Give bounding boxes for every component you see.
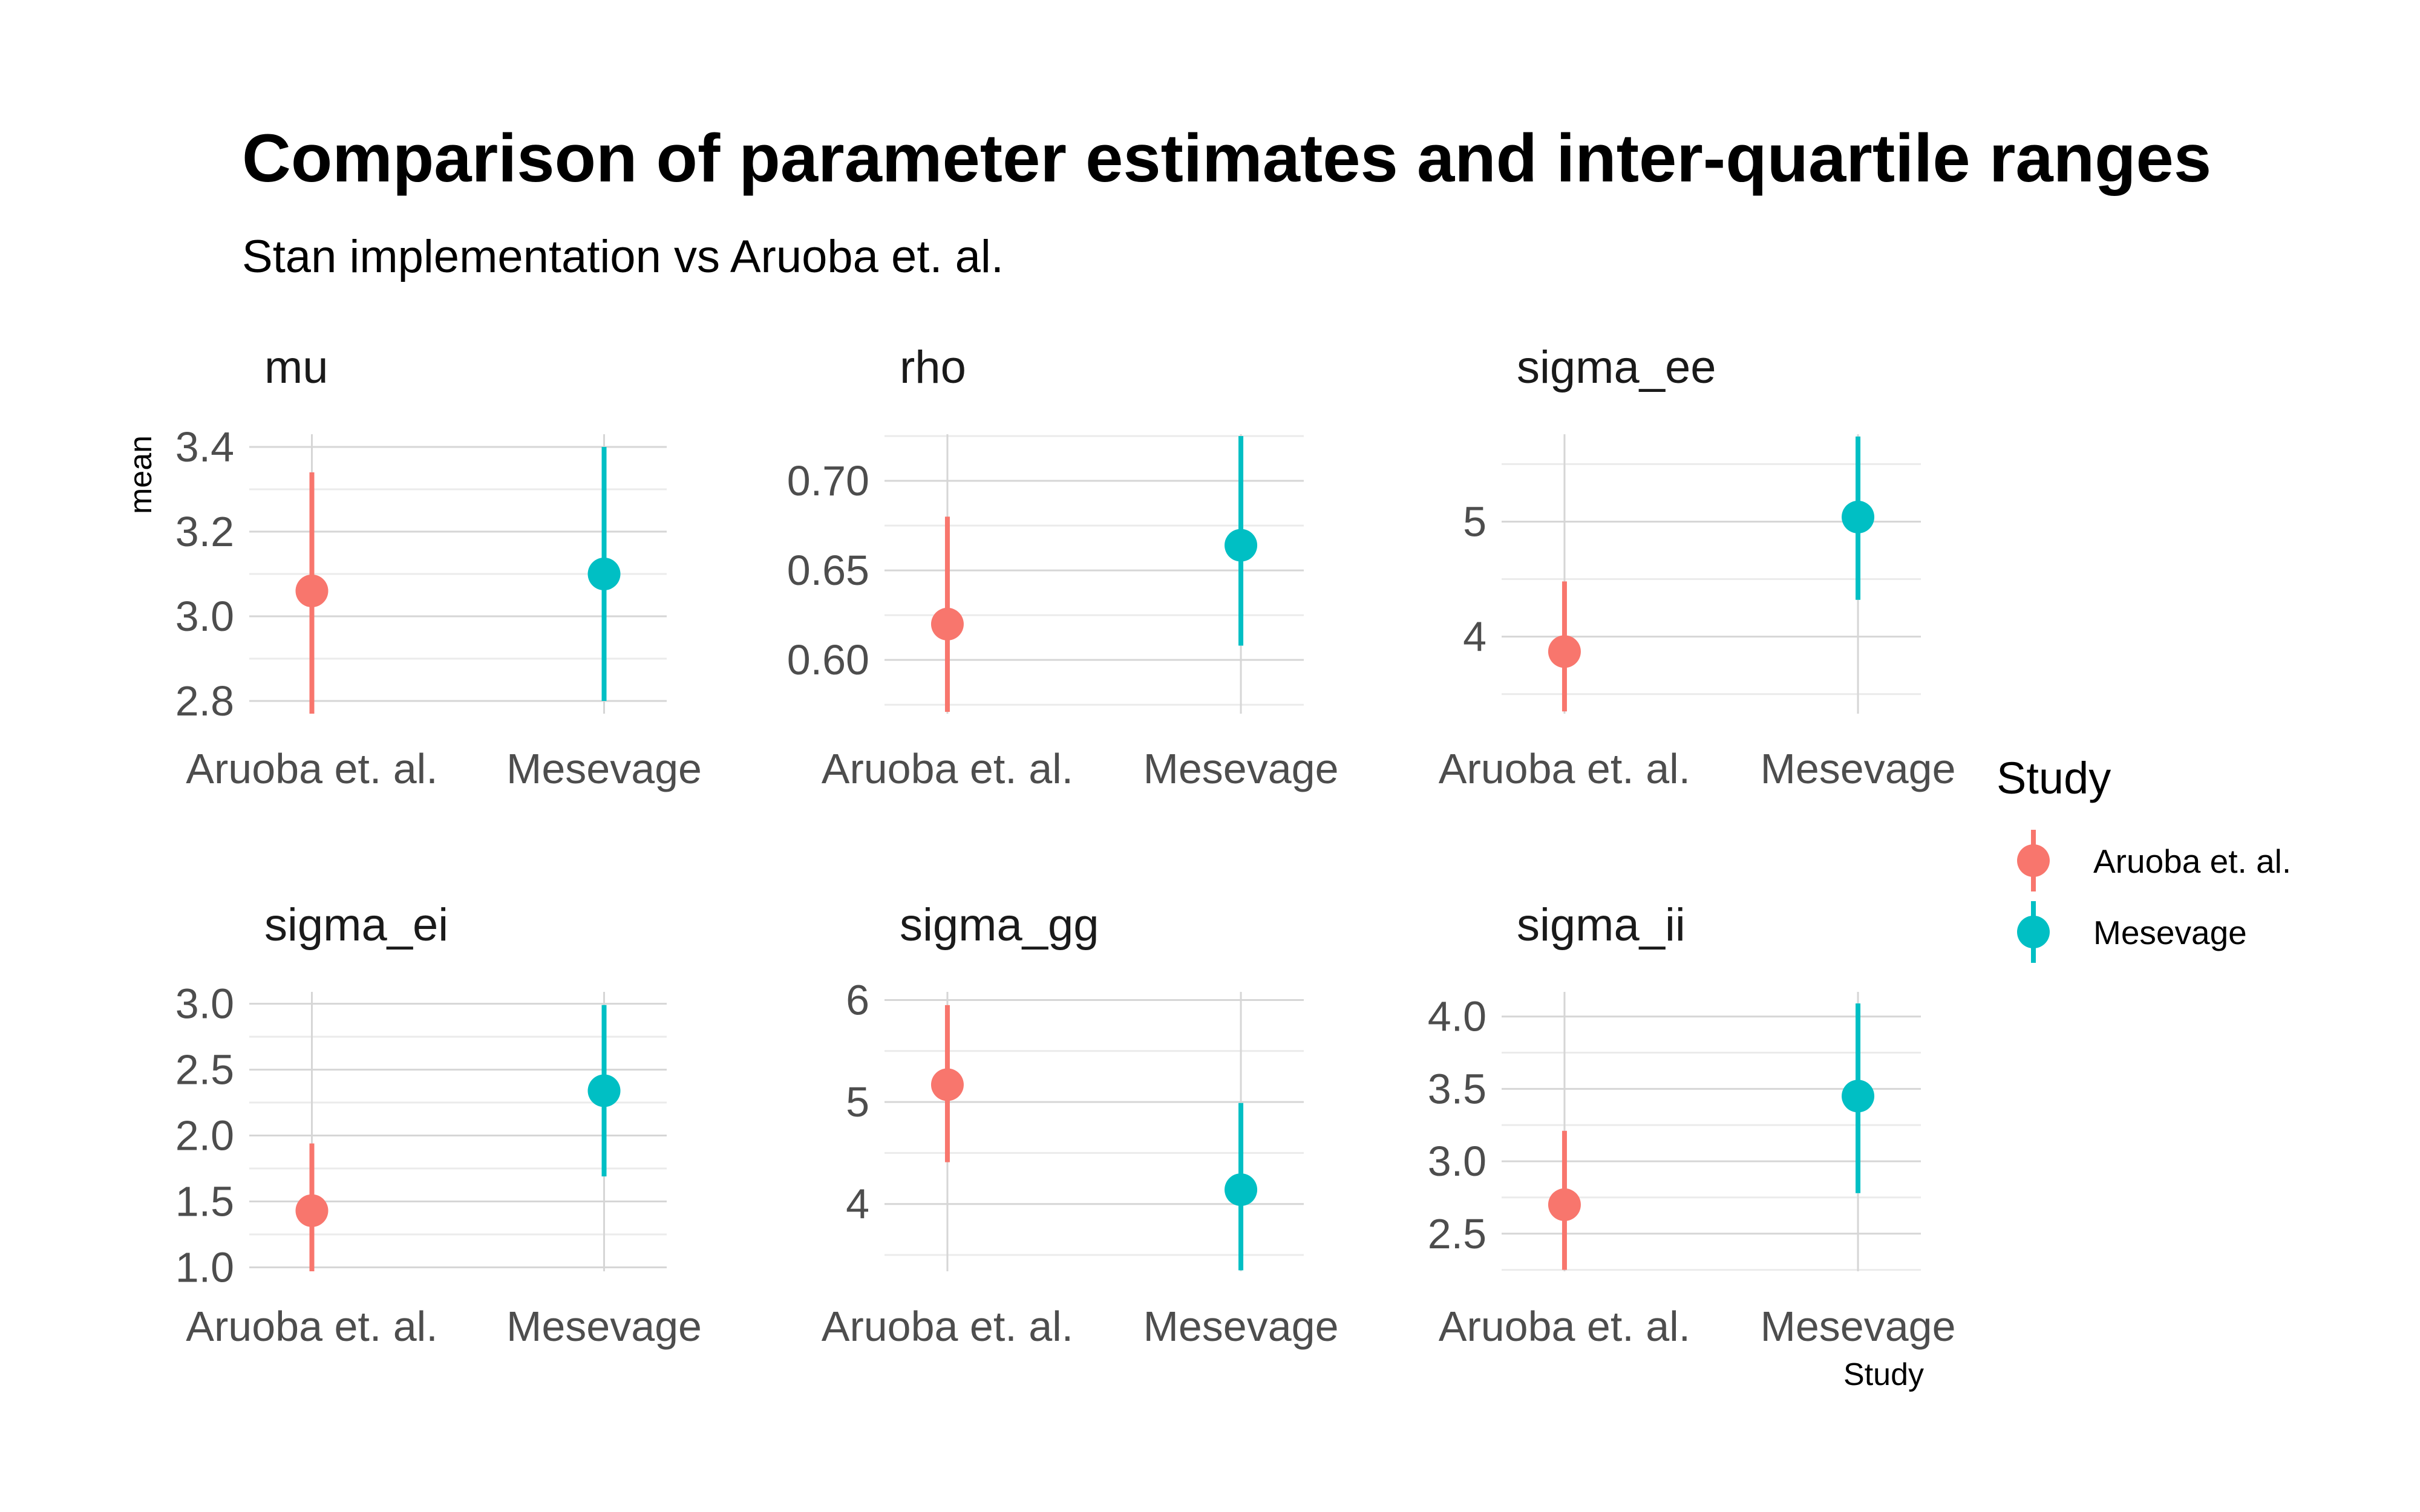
y-tick-label: 2.8 — [175, 677, 234, 725]
facet-title-mu: mu — [264, 342, 329, 393]
x-tick-label: Aruoba et. al. — [186, 1303, 437, 1350]
y-tick-label: 2.0 — [175, 1112, 234, 1159]
x-tick-label: Aruoba et. al. — [1439, 1303, 1690, 1350]
y-tick-label: 1.0 — [175, 1243, 234, 1291]
x-tick-label: Mesevage — [1761, 1303, 1956, 1350]
mean-point-rho-mesevage — [1225, 529, 1258, 562]
mean-point-sigma_ei-aruoba — [295, 1194, 329, 1227]
y-tick-label: 3.2 — [175, 508, 234, 555]
legend-key-mesevage — [2017, 901, 2050, 963]
y-tick-label: 3.5 — [1428, 1065, 1486, 1112]
x-tick-label: Aruoba et. al. — [1439, 745, 1690, 792]
legend-label-aruoba: Aruoba et. al. — [2093, 842, 2291, 880]
y-tick-label: 0.65 — [787, 547, 869, 594]
x-tick-label: Aruoba et. al. — [822, 745, 1073, 792]
facet-panel-sigma_gg: sigma_gg 4 5 6 Aruoba et. al. Mesevage — [822, 899, 1339, 1350]
x-tick-label: Mesevage — [506, 745, 702, 792]
x-tick-label: Mesevage — [1761, 745, 1956, 792]
x-tick-label: Mesevage — [506, 1303, 702, 1350]
mean-point-sigma_ee-mesevage — [1842, 500, 1875, 533]
x-tick-label: Mesevage — [1143, 745, 1339, 792]
facet-title-sigma_ee: sigma_ee — [1517, 342, 1716, 393]
mean-point-sigma_ee-aruoba — [1548, 635, 1581, 668]
mean-point-sigma_gg-aruoba — [930, 1068, 964, 1101]
chart-title: Comparison of parameter estimates and in… — [242, 120, 2211, 196]
facet-panel-sigma_ee: sigma_ee 4 5 Aruoba et. al. Mesevage — [1439, 342, 1956, 792]
mean-point-sigma_gg-mesevage — [1225, 1173, 1258, 1207]
legend-label-mesevage: Mesevage — [2093, 914, 2247, 951]
facet-panel-mu: mu 2.8 3.0 3.2 3.4 Aruoba et. al. Mesevage — [175, 342, 702, 792]
y-tick-label: 4 — [846, 1181, 869, 1228]
facet-title-sigma_ei: sigma_ei — [264, 899, 448, 951]
facet-title-rho: rho — [900, 342, 966, 393]
x-axis-title: Study — [1843, 1357, 1924, 1392]
facet-panel-sigma_ii: sigma_ii 2.5 3.0 3.5 4.0 Aruoba et. al. Meseva… — [1428, 899, 1956, 1350]
y-tick-label: 5 — [846, 1078, 869, 1126]
facet-title-sigma_ii: sigma_ii — [1517, 899, 1686, 951]
facet-panels: mu 2.8 3.0 3.2 3.4 Aruoba et. al. Mesevage rho 0… — [175, 342, 1956, 1350]
mean-point-mu-mesevage — [587, 558, 621, 590]
y-tick-label: 1.5 — [175, 1178, 234, 1225]
facet-panel-rho: rho 0.60 0.65 0.70 Aruoba et. al. Mesevage — [787, 342, 1339, 792]
mean-point-mu-aruoba — [295, 575, 329, 607]
x-tick-label: Aruoba et. al. — [186, 745, 437, 792]
y-tick-label: 5 — [1463, 498, 1486, 545]
y-tick-label: 3.0 — [175, 980, 234, 1028]
y-tick-label: 0.70 — [787, 457, 869, 504]
y-tick-label: 2.5 — [1428, 1210, 1486, 1257]
x-tick-label: Aruoba et. al. — [822, 1303, 1073, 1350]
y-tick-label: 3.4 — [175, 423, 234, 471]
y-tick-label: 6 — [846, 976, 869, 1023]
mean-point-rho-aruoba — [930, 607, 964, 640]
legend-title: Study — [1996, 753, 2111, 803]
mean-point-sigma_ei-mesevage — [587, 1074, 621, 1107]
mean-point-sigma_ii-aruoba — [1548, 1188, 1581, 1221]
x-tick-label: Mesevage — [1143, 1303, 1339, 1350]
y-tick-label: 3.0 — [175, 593, 234, 640]
legend-key-point-mesevage — [2017, 916, 2050, 948]
y-tick-label: 3.0 — [1428, 1138, 1486, 1185]
legend: Study Aruoba et. al. Mesevage — [1996, 753, 2291, 963]
chart-subtitle: Stan implementation vs Aruoba et. al. — [242, 231, 1004, 282]
legend-key-aruoba — [2017, 830, 2050, 891]
y-axis-title: mean — [123, 435, 159, 514]
y-tick-label: 4 — [1463, 613, 1486, 660]
y-tick-label: 2.5 — [175, 1046, 234, 1093]
facet-title-sigma_gg: sigma_gg — [900, 899, 1099, 951]
facet-panel-sigma_ei: sigma_ei 1.0 1.5 2.0 2.5 3.0 Aruoba et. al. Mes… — [175, 899, 702, 1350]
mean-point-sigma_ii-mesevage — [1842, 1080, 1875, 1113]
y-tick-label: 4.0 — [1428, 993, 1486, 1040]
legend-key-point-aruoba — [2017, 844, 2050, 877]
y-tick-label: 0.60 — [787, 636, 869, 683]
